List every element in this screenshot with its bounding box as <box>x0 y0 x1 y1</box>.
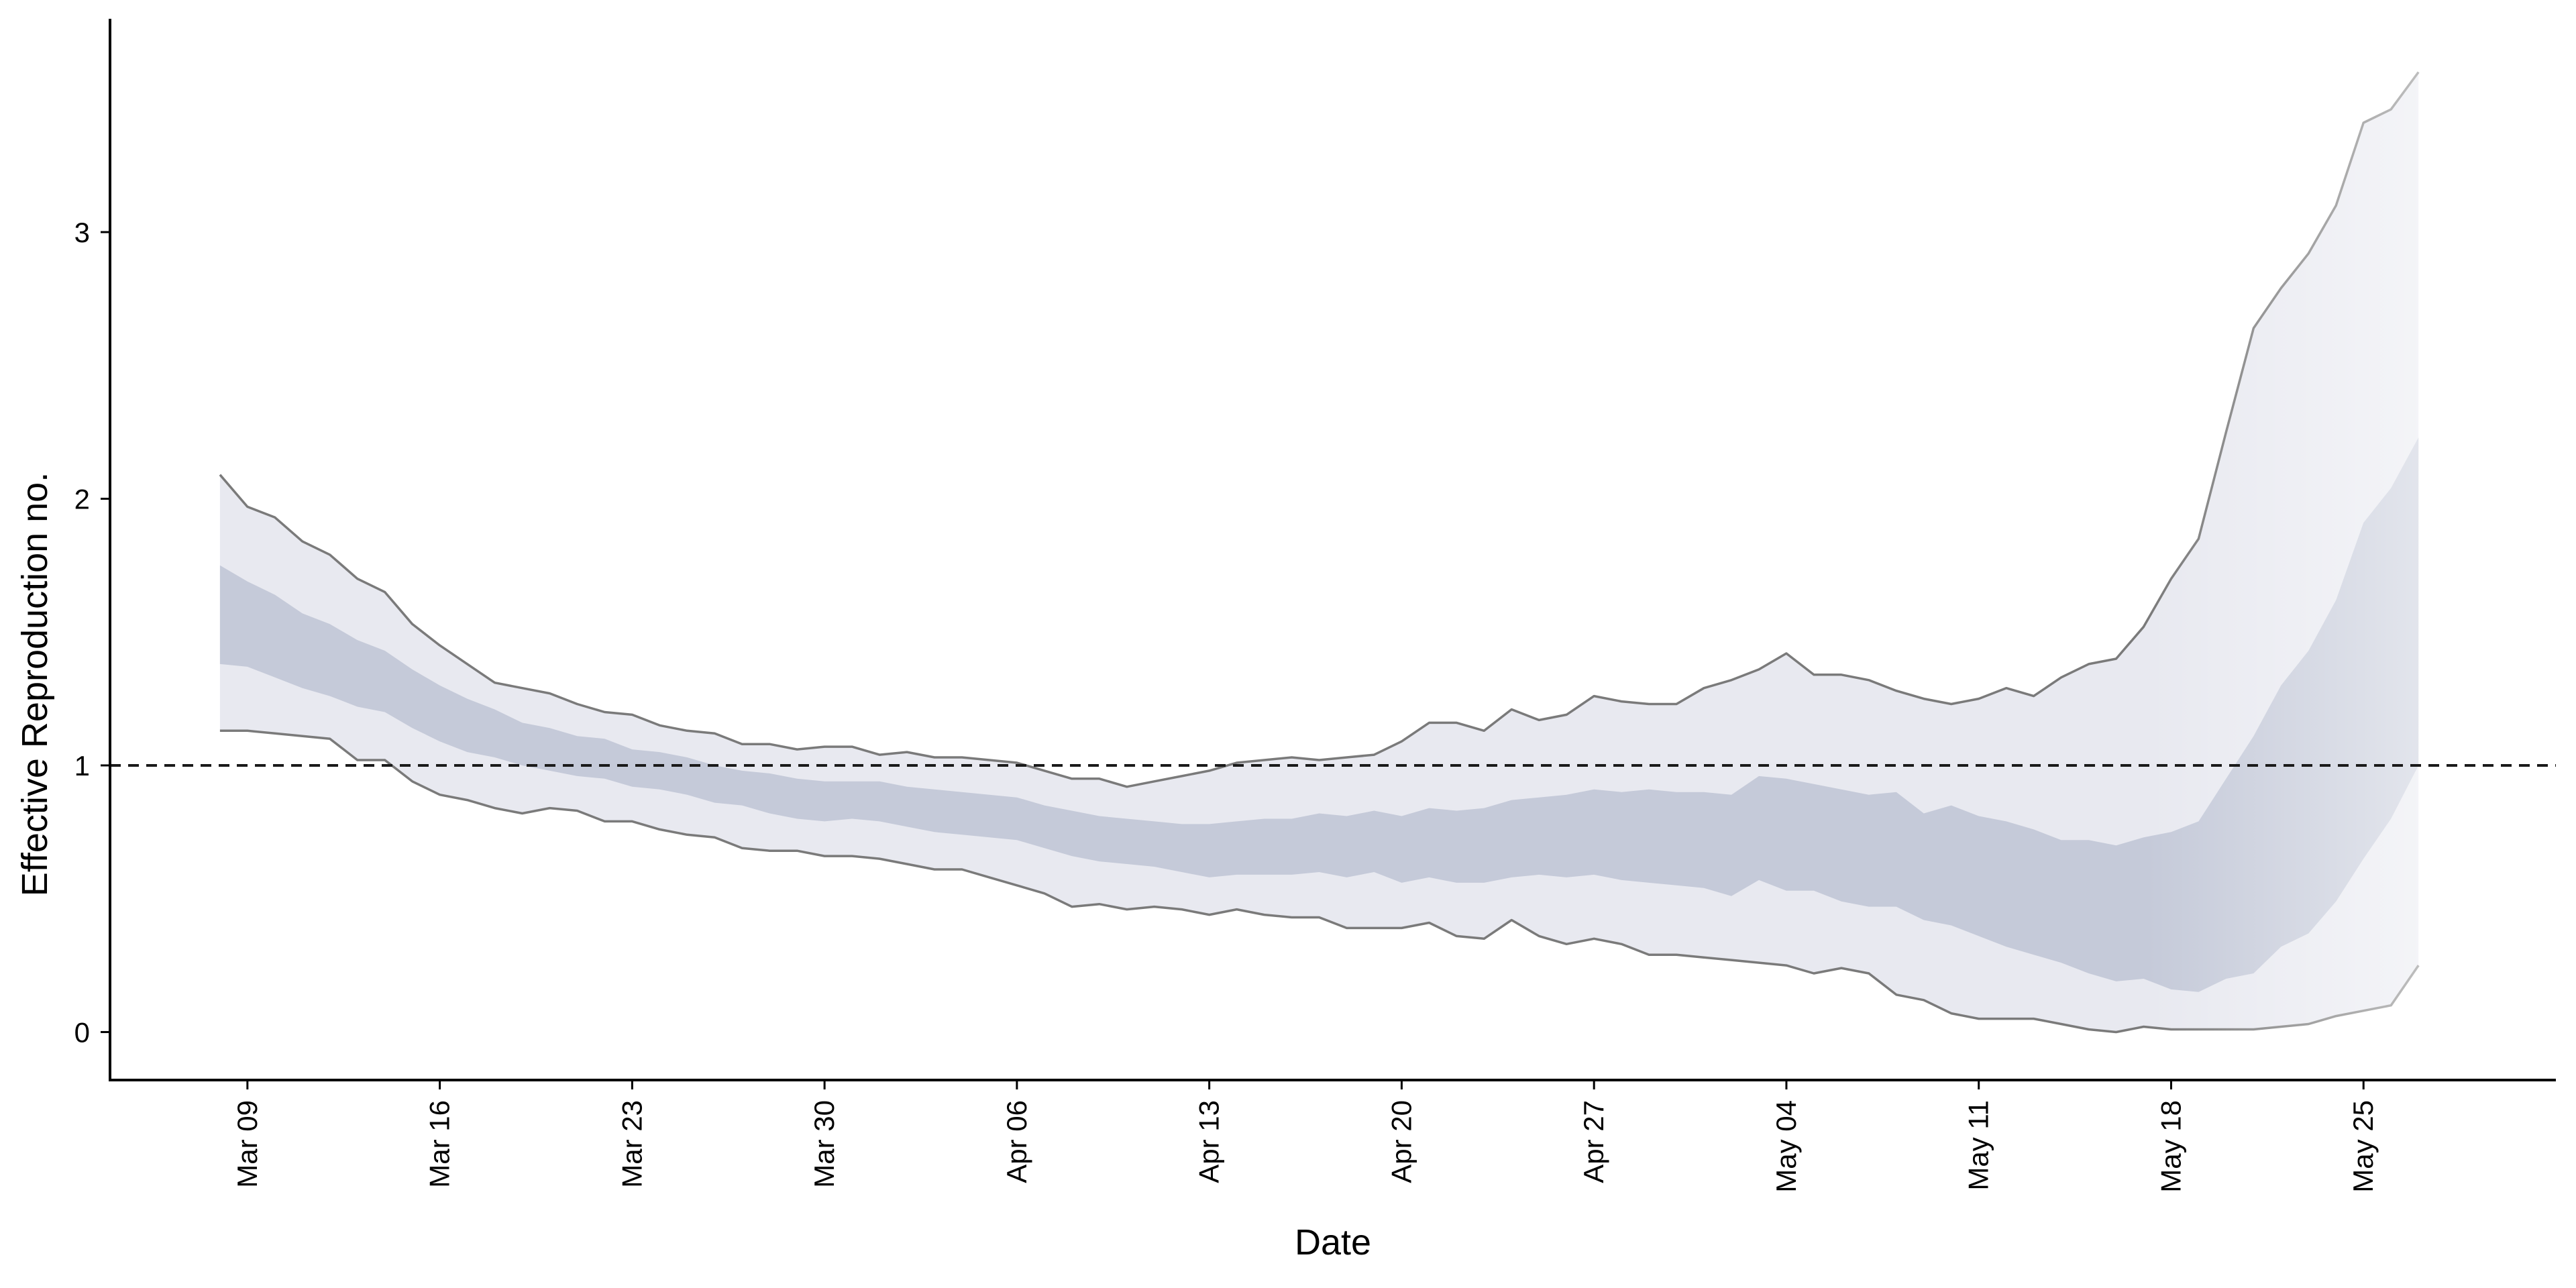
band-bound-lines <box>219 71 2420 1034</box>
y-tick-label: 1 <box>74 750 90 782</box>
x-tick-label: Apr 27 <box>1578 1100 1609 1183</box>
x-axis-ticks: Mar 09 Mar 16 Mar 23 Mar 30 Apr 06 Apr 13 Apr … <box>231 1080 2379 1193</box>
inner-credible-band <box>219 437 2419 992</box>
lower-bound-line <box>219 729 2420 1034</box>
x-tick-label: Mar 16 <box>424 1100 455 1188</box>
x-tick-label: Apr 20 <box>1385 1100 1417 1183</box>
upper-bound-line <box>219 71 2420 788</box>
x-tick-label: May 04 <box>1770 1100 1802 1193</box>
x-tick-label: May 25 <box>2347 1100 2379 1193</box>
y-axis-ticks: 0 1 2 3 <box>74 217 110 1048</box>
x-tick-label: May 18 <box>2155 1100 2186 1193</box>
y-tick-label: 2 <box>74 483 90 515</box>
x-axis-title: Date <box>1295 1222 1371 1263</box>
y-tick-label: 3 <box>74 217 90 248</box>
x-tick-label: May 11 <box>1963 1100 1994 1191</box>
x-tick-label: Mar 23 <box>616 1100 647 1188</box>
x-tick-label: Mar 09 <box>231 1100 263 1188</box>
y-axis-title: Effective Reproduction no. <box>15 472 55 896</box>
x-tick-label: Apr 06 <box>1001 1100 1032 1183</box>
fade-overlay <box>2147 0 2443 1087</box>
x-tick-label: Apr 13 <box>1193 1100 1225 1183</box>
confidence-bands <box>219 72 2419 1032</box>
y-tick-label: 0 <box>74 1016 90 1048</box>
x-tick-label: Mar 30 <box>808 1100 840 1188</box>
